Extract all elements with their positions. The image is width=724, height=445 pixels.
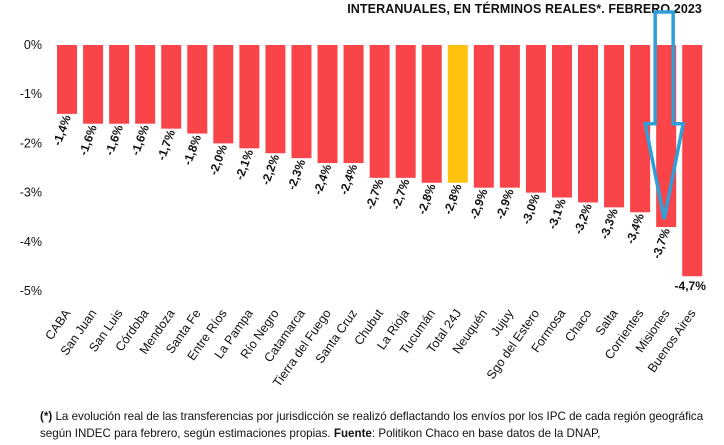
footnote: (*) La evolución real de las transferenc… <box>40 408 710 442</box>
bar <box>499 45 520 188</box>
value-label: -2,3% <box>284 157 308 192</box>
y-tick-label: -5% <box>20 284 42 298</box>
value-label: -2,4% <box>310 162 334 197</box>
value-label: -2,1% <box>232 147 256 182</box>
value-label: -1,4% <box>50 113 74 148</box>
bar <box>161 45 182 129</box>
arrow-annotation <box>643 10 686 220</box>
bar <box>265 45 286 154</box>
footnote-source-text: : Politikon Chaco en base datos de la DN… <box>371 427 601 440</box>
value-label: -1,8% <box>180 132 204 167</box>
bar <box>213 45 234 144</box>
bar <box>604 45 625 208</box>
value-label: -3,3% <box>597 206 621 241</box>
value-label: -2,7% <box>363 177 387 212</box>
bar <box>317 45 338 164</box>
value-label: -2,8% <box>441 182 465 217</box>
bar <box>57 45 78 114</box>
bar <box>291 45 312 159</box>
bar <box>395 45 416 178</box>
value-label: -2,2% <box>258 152 282 187</box>
value-label: -3,4% <box>623 211 647 246</box>
footnote-text: La evolución real de las transferencias … <box>40 410 704 440</box>
value-label: -2,7% <box>389 177 413 212</box>
bar <box>109 45 130 124</box>
bar <box>578 45 599 203</box>
y-tick-label: 0% <box>24 38 42 52</box>
footnote-source-label: Fuente <box>333 427 372 440</box>
bar <box>682 45 703 277</box>
bar-chart: 0%-1%-2%-3%-4%-5% -1,4% -1,6% -1,6% -1,6% -1… <box>20 10 707 389</box>
value-label: -1,6% <box>102 123 126 158</box>
bar <box>473 45 494 188</box>
value-label: -2,9% <box>467 187 491 222</box>
value-label: -1,6% <box>128 123 152 158</box>
footnote-mark: (*) <box>40 410 53 423</box>
bar <box>135 45 156 124</box>
arrow-shape <box>643 10 686 220</box>
value-label: -2,0% <box>206 142 230 177</box>
value-label: -3,7% <box>649 226 673 261</box>
bar <box>525 45 546 193</box>
value-label: -2,9% <box>493 187 517 222</box>
value-label: -3,0% <box>519 192 543 227</box>
chart-title: INTERANUALES, EN TÉRMINOS REALES*. FEBRE… <box>347 2 702 16</box>
bars <box>57 45 703 277</box>
value-label: -4,7% <box>675 279 707 293</box>
bar <box>421 45 442 183</box>
x-tick-label: Chaco <box>562 307 594 345</box>
y-tick-label: -4% <box>20 235 42 249</box>
y-axis: 0% -1% -2% -3% -4% -5% <box>20 38 42 298</box>
bar <box>187 45 208 134</box>
bar <box>369 45 390 178</box>
value-label: -2,8% <box>415 182 439 217</box>
value-label: -1,6% <box>76 123 100 158</box>
value-label: -1,7% <box>154 128 178 163</box>
y-tick-label: -3% <box>20 186 42 200</box>
bar <box>239 45 260 149</box>
bar <box>83 45 104 124</box>
y-tick-label: -1% <box>20 87 42 101</box>
value-label: -2,4% <box>337 162 361 197</box>
value-label: -3,1% <box>545 196 569 231</box>
bar <box>630 45 651 213</box>
bar <box>343 45 364 164</box>
value-label: -3,2% <box>571 201 595 236</box>
bar <box>447 45 468 183</box>
y-tick-label: -2% <box>20 136 42 150</box>
bar <box>551 45 572 198</box>
